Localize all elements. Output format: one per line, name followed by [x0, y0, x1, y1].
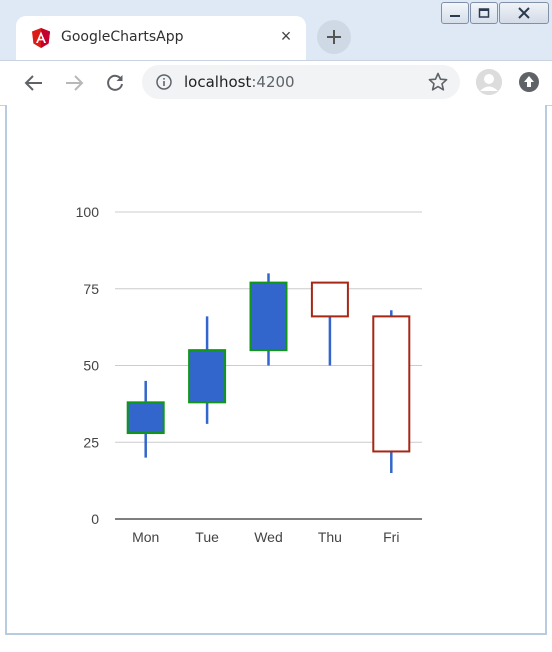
candle-body [310, 281, 349, 318]
plus-icon [327, 30, 341, 44]
update-icon[interactable] [517, 70, 541, 94]
forward-icon[interactable] [62, 71, 86, 95]
tab-strip: GoogleChartsApp × [0, 0, 552, 61]
url-port: :4200 [251, 73, 295, 91]
x-tick-label: Thu [318, 529, 342, 545]
angular-favicon [32, 28, 50, 48]
avatar[interactable] [476, 69, 502, 95]
new-tab-button[interactable] [317, 20, 351, 54]
info-icon[interactable] [156, 74, 172, 90]
page-content: 0 25 50 75 100 Mon Tue Wed Thu Fri [5, 105, 547, 635]
url-host: localhost [184, 73, 252, 91]
x-tick-label: Mon [132, 529, 159, 545]
browser-tab[interactable]: GoogleChartsApp × [16, 16, 306, 60]
url-text: localhost:4200 [184, 73, 295, 91]
tab-close-icon[interactable]: × [280, 26, 292, 46]
back-icon[interactable] [22, 71, 46, 95]
x-tick-label: Wed [254, 529, 283, 545]
minimize-icon[interactable] [441, 2, 469, 24]
candle-body [126, 401, 165, 435]
tab-title: GoogleChartsApp [61, 29, 184, 45]
window-controls [440, 2, 549, 24]
x-tick-label: Fri [383, 529, 399, 545]
candle-body [188, 349, 227, 404]
y-tick-label: 0 [91, 511, 99, 527]
y-tick-label: 25 [83, 434, 99, 450]
browser-toolbar: localhost:4200 [0, 61, 552, 106]
y-tick-label: 100 [76, 204, 100, 220]
reload-icon[interactable] [103, 71, 127, 95]
x-tick-label: Tue [195, 529, 219, 545]
y-tick-label: 50 [83, 358, 99, 374]
candle-body [249, 281, 288, 352]
maximize-icon[interactable] [470, 2, 498, 24]
close-icon[interactable] [499, 2, 549, 24]
y-tick-label: 75 [83, 281, 99, 297]
candle-body [372, 315, 411, 453]
star-icon[interactable] [428, 72, 448, 92]
address-bar[interactable]: localhost:4200 [142, 65, 460, 99]
candlestick-chart: 0 25 50 75 100 Mon Tue Wed Thu Fri [76, 204, 422, 545]
